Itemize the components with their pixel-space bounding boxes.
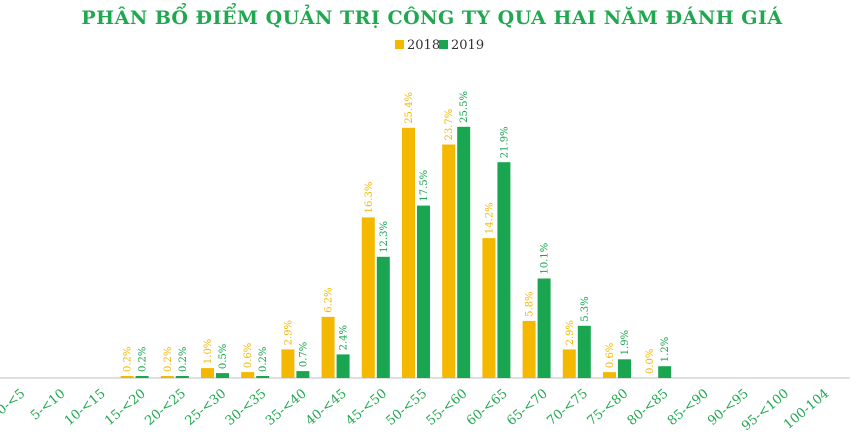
x-tick-label-40-<45: 40-<45	[303, 386, 350, 429]
x-tick-label-45-<50: 45-<50	[343, 386, 390, 429]
x-tick-label-60-<65: 60-<65	[464, 386, 511, 429]
legend-swatch-2018	[395, 40, 404, 49]
bar-2018-65-<70	[522, 320, 536, 378]
bar-2019-20-<25	[175, 376, 189, 378]
bars-group	[120, 126, 672, 378]
bar-2018-50-<55	[402, 127, 415, 378]
x-tick-label-55-<60: 55-<60	[424, 386, 471, 429]
data-label-2019-80-<85: 1.2%	[660, 337, 671, 362]
bar-2019-65-<70	[537, 278, 551, 378]
data-label-2019-50-<55: 17.5%	[419, 170, 430, 202]
data-label-2018-40-<45: 6.2%	[324, 287, 335, 312]
bar-2018-60-<65	[482, 238, 496, 378]
x-tick-label-80-<85: 80-<85	[625, 386, 672, 429]
bar-2018-20-<25	[160, 376, 174, 378]
bar-2018-70-<75	[562, 349, 576, 378]
bar-2019-35-<40	[296, 371, 310, 378]
data-label-2019-35-<40: 0.7%	[298, 342, 309, 367]
data-label-2018-20-<25: 0.2%	[163, 347, 174, 372]
data-label-2018-50-<55: 25.4%	[404, 92, 415, 124]
chart-title: PHÂN BỔ ĐIỂM QUẢN TRỊ CÔNG TY QUA HAI NĂ…	[81, 2, 782, 29]
data-label-2019-20-<25: 0.2%	[178, 347, 189, 372]
bar-2018-45-<50	[361, 217, 375, 378]
x-tick-label-25-<30: 25-<30	[183, 386, 230, 429]
data-label-2018-70-<75: 2.9%	[565, 320, 576, 345]
x-tick-label-85-<90: 85-<90	[665, 386, 712, 429]
bar-2019-30-<35	[256, 376, 270, 378]
data-label-2018-60-<65: 14.2%	[484, 202, 495, 234]
data-label-2019-40-<45: 2.4%	[339, 325, 350, 350]
bar-2019-70-<75	[577, 325, 591, 378]
legend-label-2019: 2019	[451, 38, 484, 53]
data-label-2019-15-<20: 0.2%	[138, 347, 149, 372]
bar-2019-60-<65	[497, 162, 511, 378]
legend-swatch-2019	[439, 40, 448, 49]
data-labels-group: 0.2% 0.2% 0.2% 0.2% 1.0% 0.5% 0.6% 0.2% 2.9% 0.7%…	[123, 91, 672, 374]
data-label-2018-55-<60: 23.7%	[444, 109, 455, 141]
data-label-2018-75-<80: 0.6%	[605, 343, 616, 368]
data-label-2019-25-<30: 0.5%	[218, 344, 229, 369]
data-label-2019-30-<35: 0.2%	[258, 347, 269, 372]
data-label-2018-30-<35: 0.6%	[243, 343, 254, 368]
x-tick-label-0-<5: 0-<5	[0, 386, 28, 418]
data-label-2019-65-<70: 10.1%	[540, 243, 551, 275]
data-label-2018-35-<40: 2.9%	[283, 320, 294, 345]
data-label-2019-70-<75: 5.3%	[580, 296, 591, 321]
x-tick-label-75-<80: 75-<80	[585, 386, 632, 429]
bar-2018-55-<60	[442, 144, 456, 378]
bar-2019-55-<60	[457, 126, 471, 378]
data-label-2018-80-<85: 0.0%	[645, 349, 656, 374]
data-label-2018-25-<30: 1.0%	[203, 339, 214, 364]
bar-2019-25-<30	[216, 373, 229, 378]
bar-2018-30-<35	[241, 372, 255, 378]
x-tick-label-35-<40: 35-<40	[263, 386, 310, 429]
data-label-2019-75-<80: 1.9%	[620, 330, 631, 355]
x-tick-label-15-<20: 15-<20	[102, 386, 149, 429]
bar-2018-25-<30	[201, 368, 214, 378]
x-tick-label-30-<35: 30-<35	[223, 386, 270, 429]
x-tick-label-70-<75: 70-<75	[544, 386, 591, 429]
bar-2018-40-<45	[321, 316, 335, 378]
legend-label-2018: 2018	[407, 38, 440, 53]
x-tick-labels-group: 0-<5 5-<1010-<1515-<2020-<2525-<3030-<353…	[0, 386, 832, 434]
x-tick-label-65-<70: 65-<70	[504, 386, 551, 429]
data-label-2018-45-<50: 16.3%	[364, 182, 375, 214]
legend: 2018 2019	[395, 38, 484, 53]
bar-2018-35-<40	[281, 349, 295, 378]
data-label-2018-65-<70: 5.8%	[525, 291, 536, 316]
x-tick-label-100-104: 100-104	[781, 386, 832, 432]
bar-2019-75-<80	[618, 359, 631, 378]
bar-2018-15-<20	[120, 376, 134, 378]
bar-2019-15-<20	[135, 376, 149, 378]
x-tick-label-50-<55: 50-<55	[384, 386, 431, 429]
bar-2019-40-<45	[336, 354, 350, 378]
data-label-2019-60-<65: 21.9%	[499, 126, 510, 158]
data-label-2019-45-<50: 12.3%	[379, 221, 390, 253]
x-tick-label-20-<25: 20-<25	[142, 386, 189, 429]
bar-2019-80-<85	[658, 366, 672, 378]
x-tick-label-10-<15: 10-<15	[62, 386, 109, 429]
data-label-2019-55-<60: 25.5%	[459, 91, 470, 123]
bar-2019-50-<55	[417, 205, 430, 378]
bar-2018-75-<80	[603, 372, 616, 378]
bar-2019-45-<50	[376, 256, 390, 378]
data-label-2018-15-<20: 0.2%	[123, 347, 134, 372]
